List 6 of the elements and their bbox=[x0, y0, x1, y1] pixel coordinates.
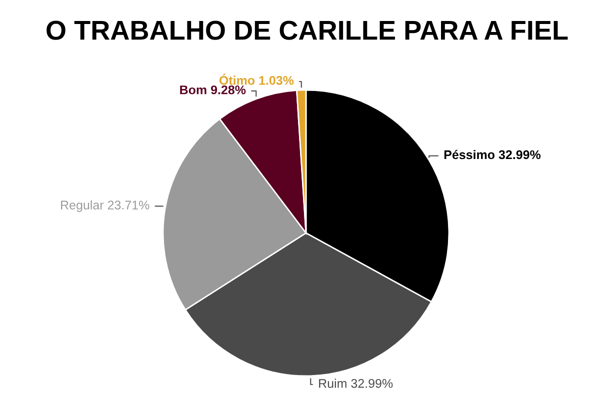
slice-label: Bom 9.28% bbox=[180, 85, 246, 94]
slice-label: Péssimo 32.99% bbox=[444, 150, 541, 160]
slice-label: Ruim 32.99% bbox=[319, 378, 393, 388]
chart-title: O TRABALHO DE CARILLE PARA A FIEL bbox=[46, 20, 568, 40]
slice-label: Regular 23.71% bbox=[61, 200, 150, 212]
slice-label: Ótimo 1.03% bbox=[219, 74, 294, 85]
